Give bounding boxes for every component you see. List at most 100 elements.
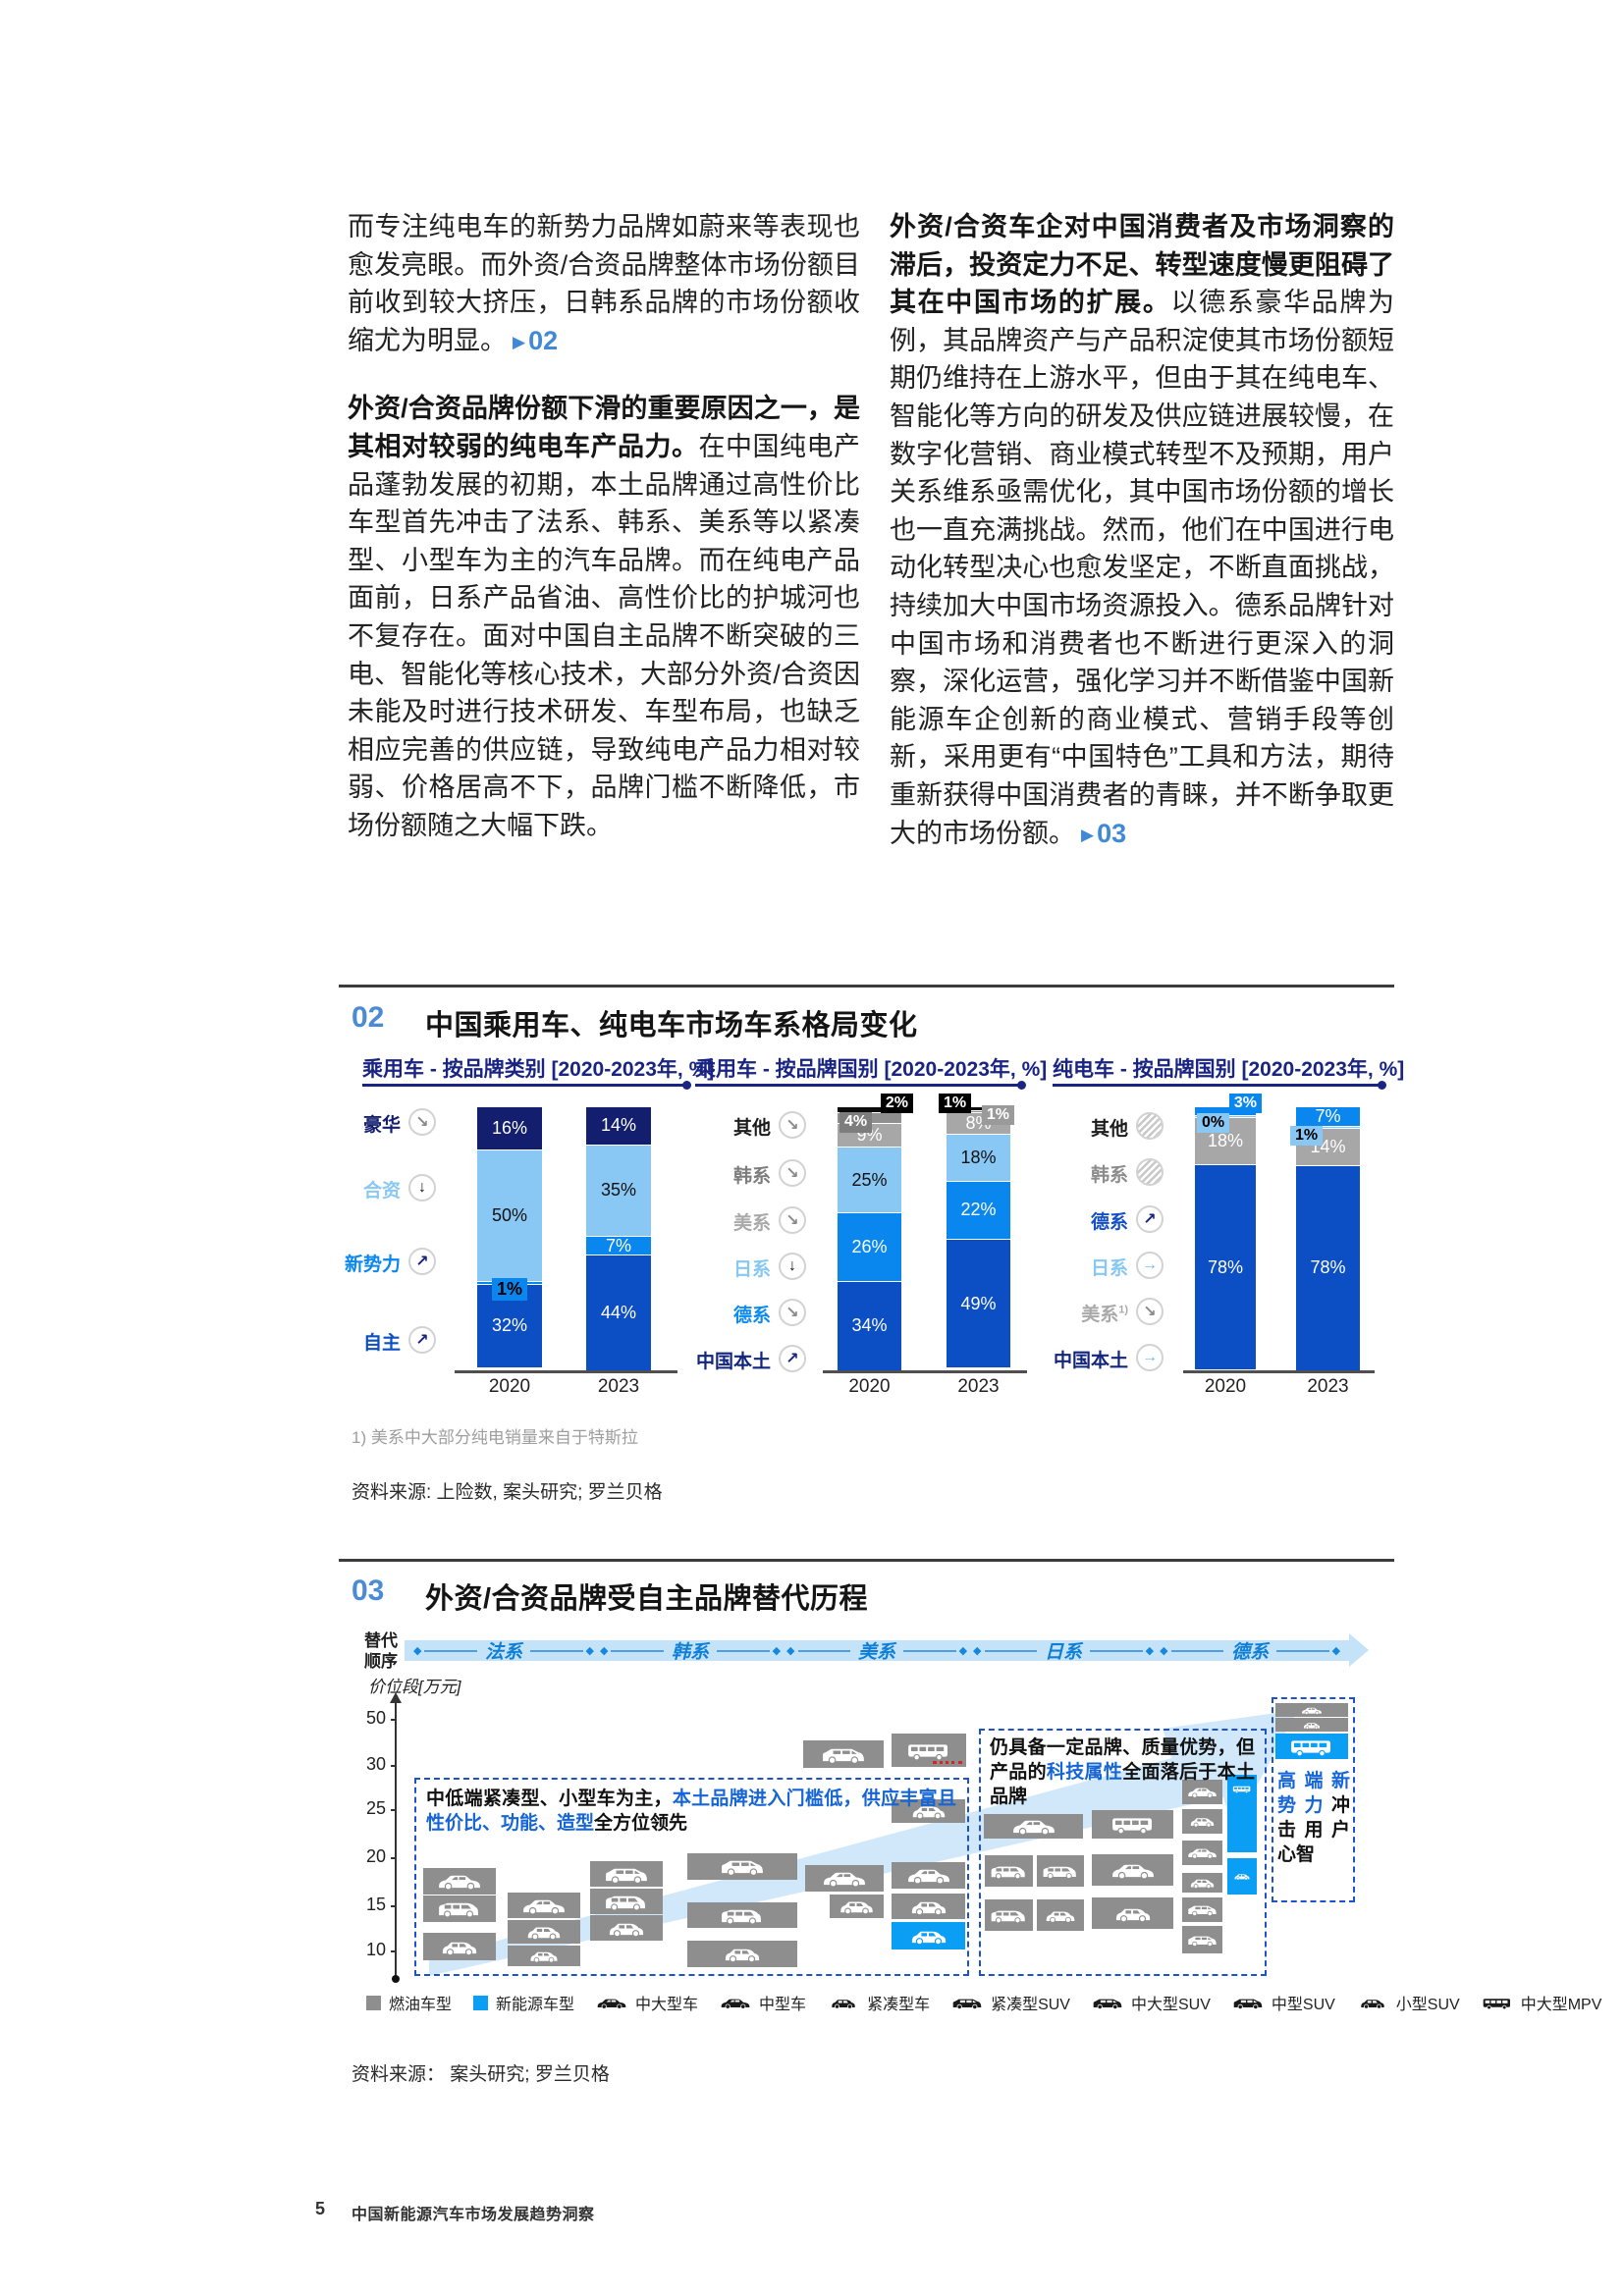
hatch-car-icon [609, 1923, 644, 1937]
diamond-icon: ◆ [958, 1645, 968, 1657]
bar-value-chip: 1% [939, 1094, 972, 1114]
bar-value-label: 78% [1310, 1257, 1346, 1278]
legend-label: 紧凑型SUV [991, 1997, 1070, 2013]
chart-group-1-legend-label: 自主 [362, 1333, 401, 1354]
trend-arrow-icon: ↘ [779, 1159, 806, 1187]
chart-group-3-legend-label: 美系1) [1081, 1304, 1128, 1325]
sedan-car-icon [907, 1869, 949, 1885]
footer-title: 中国新能源汽车市场发展趋势洞察 [352, 2207, 595, 2223]
bar-segment-49%: 49% [947, 1238, 1010, 1368]
y-tick-mark [391, 1809, 397, 1811]
hatch-car-icon [1361, 1999, 1384, 2009]
diamond-icon: ◆ [786, 1645, 795, 1657]
y-tick-mark [391, 1857, 397, 1859]
chart-group-3-legend-label: 韩系 [1090, 1165, 1128, 1186]
bar-value-label: 18% [1207, 1131, 1244, 1151]
fuel-model-box [985, 1855, 1033, 1887]
bar-segment-3% [1195, 1107, 1256, 1116]
fuel-model-box [1182, 1897, 1222, 1922]
play-icon: ▶ [1081, 825, 1095, 844]
fuel-model-box [508, 1946, 580, 1966]
chart-group-3-legend-label: 日系 [1090, 1258, 1128, 1279]
nev-model-box [1227, 1858, 1257, 1895]
diamond-icon: ◆ [1160, 1645, 1168, 1657]
fuel-model-box [1037, 1855, 1084, 1887]
brand-label-美系: 美系 [858, 1642, 896, 1663]
brand-label-德系: 德系 [1231, 1642, 1270, 1663]
fuel-model-box [590, 1889, 663, 1914]
fuel-model-box [892, 1894, 965, 1919]
mpv-car-icon [1043, 1866, 1076, 1879]
section-03-number: 03 [352, 1575, 385, 1607]
bar-segment-14%: 14% [586, 1107, 651, 1145]
diamond-icon: ◆ [1331, 1645, 1341, 1657]
legend-label: 中大型车 [635, 1997, 699, 2013]
bar-segment-34%: 34% [838, 1280, 901, 1370]
bar-value-label: 18% [960, 1147, 997, 1167]
hatched-circle-icon [1136, 1112, 1164, 1140]
y-tick-label-50: 50 [365, 1708, 386, 1728]
bar-segment-1% [947, 1107, 1010, 1110]
legend-label: 中型SUV [1271, 1997, 1335, 2013]
bar-value-label: 7% [605, 1235, 631, 1255]
axis-arrow-icon [390, 1692, 402, 1703]
figure-ref-03: ▶ 03 [1081, 818, 1127, 848]
y-tick-label-10: 10 [365, 1940, 386, 1959]
bar-value-label: 49% [960, 1293, 997, 1313]
chart-group-2-legend-label: 韩系 [732, 1166, 771, 1187]
legend-label: 中大型MPV [1520, 1997, 1602, 2013]
axis-end-dot-icon [392, 1975, 400, 1983]
legend-item: 中大型SUV [1092, 1991, 1211, 2014]
hatch-car-icon [1115, 1908, 1150, 1922]
article-right-column: 外资/合资车企对中国消费者及市场洞察的滞后，投资定力不足、转型速度慢更阻碍了其在… [890, 208, 1394, 882]
bar-value-label: 25% [851, 1169, 888, 1190]
bar-value-chip: 4% [839, 1112, 873, 1133]
chart-group-1-legend-label: 新势力 [344, 1255, 401, 1275]
mpv-car-icon [991, 1910, 1025, 1923]
chart-group-1-legend-label: 豪华 [362, 1115, 401, 1136]
legend-label: 中大型SUV [1130, 1997, 1211, 2013]
brand-label-日系: 日系 [1045, 1642, 1083, 1663]
figure-ref-02: ▶ 02 [513, 325, 559, 355]
bar-value-label: 44% [600, 1303, 637, 1323]
legend-item: 紧凑型车 [828, 1991, 930, 2014]
annotation-text: 中低端紧凑型、小型车为主， [426, 1789, 673, 1809]
suv-car-icon [1233, 1999, 1263, 2009]
fuel-model-box [830, 1895, 884, 1918]
hatch-car-icon [840, 1901, 873, 1915]
y-tick-mark [391, 1950, 397, 1952]
section-03-title: 外资/合资品牌受自主品牌替代历程 [425, 1583, 869, 1615]
diamond-icon: ◆ [1145, 1645, 1155, 1657]
x-axis-year-label: 2020 [1204, 1376, 1247, 1397]
bar-segment-78%: 78% [1195, 1164, 1256, 1370]
van-car-icon [1111, 1818, 1152, 1834]
bar-value-chip: 1% [1290, 1125, 1324, 1147]
phase-annotation-3: 高端新势力冲击用户心智 [1277, 1769, 1350, 1867]
hatch-car-icon [1303, 1722, 1321, 1730]
fuel-model-box [423, 1896, 496, 1922]
bar-segment-2% [838, 1107, 901, 1113]
suv-car-icon [722, 1860, 763, 1876]
trend-arrow-icon: ↘ [779, 1206, 806, 1234]
hatch-car-icon [530, 1951, 558, 1963]
fuel-model-box [423, 1933, 496, 1960]
hatch-car-icon [725, 1949, 760, 1963]
chart-group-2-legend-label: 其他 [732, 1118, 771, 1139]
section-03-legend: 燃油车型 新能源车型 中大型车 中型车 紧凑型车 紧凑型SUV 中大型SUV 中型SUV 小型S… [366, 1991, 1601, 2014]
bar-segment-22%: 22% [947, 1181, 1010, 1239]
fuel-model-box [1182, 1841, 1222, 1865]
bar-value-chip: 1% [491, 1277, 528, 1301]
nev-model-box [1275, 1734, 1348, 1759]
x-axis-year-label: 2023 [957, 1376, 1000, 1397]
fuel-model-box [805, 1865, 884, 1892]
band-line [1276, 1649, 1329, 1652]
y-tick-label-15: 15 [365, 1895, 386, 1914]
bar-value-chip: 2% [880, 1094, 913, 1114]
price-axis-line [395, 1703, 397, 1978]
trend-arrow-icon: ↘ [779, 1299, 806, 1326]
stacked-bar-2023: 1% 1% 8% 18% 22% 49% [939, 1094, 1014, 1370]
trend-arrow-icon: ↗ [408, 1248, 436, 1275]
chart-group-2-legend-label: 日系 [732, 1259, 771, 1280]
hatch-car-icon [1234, 1874, 1250, 1881]
